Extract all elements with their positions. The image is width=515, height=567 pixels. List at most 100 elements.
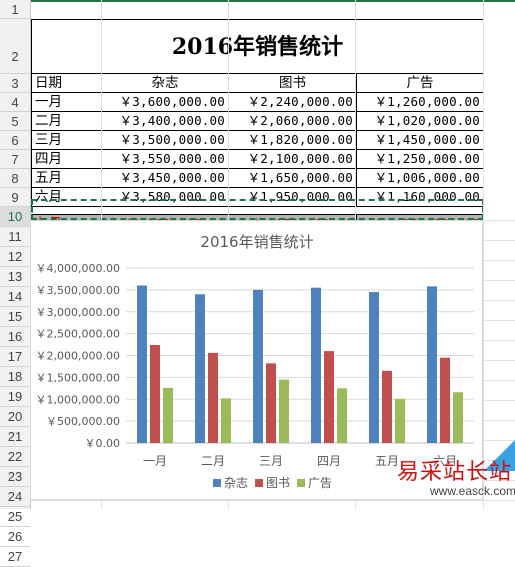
watermark-corner-shape	[484, 440, 515, 471]
table-cell-magazine[interactable]: ￥3,500,000.00	[101, 130, 229, 150]
row-number-21[interactable]: 21	[0, 427, 30, 447]
y-tick-label: ￥2,500,000.00	[36, 328, 120, 341]
top-selection-bar	[30, 0, 515, 2]
table-cell-ads[interactable]: ￥1,160,000.00	[356, 187, 484, 207]
x-tick-label: 三月	[259, 454, 283, 468]
bar-广告	[279, 379, 289, 443]
table-cell-magazine[interactable]: ￥3,550,000.00	[101, 149, 229, 169]
legend-swatch-图书	[255, 479, 263, 487]
row-number-10[interactable]: 10	[0, 207, 30, 227]
x-tick-label: 四月	[317, 454, 341, 468]
table-cell-date[interactable]: 二月	[31, 111, 102, 131]
row-number-19[interactable]: 19	[0, 387, 30, 407]
grid-column-line	[483, 0, 484, 509]
chart-canvas: 2016年销售统计 ￥0.00 ￥500,000.00 ￥1,000,000.00 ￥1…	[36, 233, 474, 490]
row-number-17[interactable]: 17	[0, 347, 30, 367]
row-number-13[interactable]: 13	[0, 267, 30, 287]
bar-杂志	[427, 286, 437, 443]
x-tick-label: 五月	[375, 454, 399, 468]
bar-杂志	[195, 294, 205, 443]
table-cell-date[interactable]: 一月	[31, 92, 102, 112]
bar-图书	[266, 363, 276, 443]
table-cell-ads[interactable]: ￥1,006,000.00	[356, 168, 484, 188]
row-number-4[interactable]: 4	[0, 93, 30, 112]
row-number-9[interactable]: 9	[0, 188, 30, 207]
row-number-6[interactable]: 6	[0, 131, 30, 150]
row-number-23[interactable]: 23	[0, 467, 30, 487]
bar-图书	[324, 351, 334, 443]
table-cell-date[interactable]: 四月	[31, 149, 102, 169]
table-cell-magazine[interactable]: ￥3,580,000.00	[101, 187, 229, 207]
bar-图书	[382, 370, 392, 443]
header-cell-ads[interactable]: 广告	[356, 73, 484, 93]
y-tick-label: ￥500,000.00	[46, 415, 120, 428]
bar-图书	[208, 352, 218, 443]
row-number-16[interactable]: 16	[0, 327, 30, 347]
bar-图书	[150, 345, 160, 443]
watermark-text: 易采站长站	[397, 460, 513, 485]
row-number-27[interactable]: 27	[0, 547, 30, 567]
x-tick-label: 二月	[201, 454, 225, 468]
table-cell-book[interactable]: ￥1,650,000.00	[228, 168, 357, 188]
table-cell-date[interactable]: 六月	[31, 187, 102, 207]
y-tick-label: ￥4,000,000.00	[36, 262, 120, 275]
table-cell-book[interactable]: ￥1,950,000.00	[228, 187, 357, 207]
header-cell-magazine[interactable]: 杂志	[101, 73, 229, 93]
y-tick-label: ￥1,500,000.00	[36, 371, 120, 384]
row-number-8[interactable]: 8	[0, 169, 30, 188]
row-number-11[interactable]: 11	[0, 227, 30, 247]
chart-title: 2016年销售统计	[200, 233, 313, 251]
table-cell-book[interactable]: ￥1,820,000.00	[228, 130, 357, 150]
row-number-3[interactable]: 3	[0, 74, 30, 93]
legend-swatch-广告	[297, 479, 305, 487]
table-cell-date[interactable]: 五月	[31, 168, 102, 188]
row-number-22[interactable]: 22	[0, 447, 30, 467]
y-tick-label: ￥1,000,000.00	[36, 393, 120, 406]
header-cell-date[interactable]: 日期	[31, 73, 102, 93]
table-cell-magazine[interactable]: ￥3,600,000.00	[101, 92, 229, 112]
table-cell-book[interactable]: ￥2,060,000.00	[228, 111, 357, 131]
bar-广告	[163, 387, 173, 443]
sales-chart[interactable]: 2016年销售统计 ￥0.00 ￥500,000.00 ￥1,000,000.00 ￥1…	[30, 220, 483, 500]
sheet-title-cell[interactable]: 2016年销售统计	[31, 19, 484, 74]
row-number-2[interactable]: 2	[0, 19, 30, 74]
row-number-7[interactable]: 7	[0, 150, 30, 169]
row-number-15[interactable]: 15	[0, 307, 30, 327]
table-cell-ads[interactable]: ￥1,450,000.00	[356, 130, 484, 150]
row-number-12[interactable]: 12	[0, 247, 30, 267]
table-cell-ads[interactable]: ￥1,260,000.00	[356, 92, 484, 112]
watermark-url: www.easck.com	[430, 484, 515, 498]
table-cell-ads[interactable]: ￥1,250,000.00	[356, 149, 484, 169]
table-cell-date[interactable]: 三月	[31, 130, 102, 150]
row-number-5[interactable]: 5	[0, 112, 30, 131]
bar-广告	[453, 392, 463, 443]
row-number-14[interactable]: 14	[0, 287, 30, 307]
x-tick-label: 六月	[433, 454, 457, 468]
bar-杂志	[253, 289, 263, 443]
table-cell-ads[interactable]: ￥1,020,000.00	[356, 111, 484, 131]
legend-swatch-杂志	[213, 479, 221, 487]
table-cell-magazine[interactable]: ￥3,450,000.00	[101, 168, 229, 188]
row-header-column: 1 2 3 4 5 6 7 8 9 10 11 12 13 14 15 16 17 18 19 20 21 22 23 24 2…	[0, 0, 31, 567]
table-cell-magazine[interactable]: ￥3,400,000.00	[101, 111, 229, 131]
bar-广告	[221, 398, 231, 443]
legend-label: 杂志	[224, 476, 248, 490]
grid-line	[31, 500, 515, 501]
row-number-25[interactable]: 25	[0, 507, 30, 527]
table-cell-book[interactable]: ￥2,240,000.00	[228, 92, 357, 112]
table-cell-book[interactable]: ￥2,100,000.00	[228, 149, 357, 169]
row-number-20[interactable]: 20	[0, 407, 30, 427]
bar-图书	[440, 357, 450, 443]
x-tick-label: 一月	[143, 454, 167, 468]
row-number-18[interactable]: 18	[0, 367, 30, 387]
legend-label: 图书	[266, 476, 290, 490]
row-number-1[interactable]: 1	[0, 0, 30, 19]
y-tick-label: ￥0.00	[85, 437, 121, 450]
bar-杂志	[311, 287, 321, 443]
row-number-24[interactable]: 24	[0, 487, 30, 507]
row-number-26[interactable]: 26	[0, 527, 30, 547]
y-tick-label: ￥3,000,000.00	[36, 306, 120, 319]
header-cell-book[interactable]: 图书	[228, 73, 357, 93]
bar-杂志	[137, 285, 147, 443]
bar-广告	[395, 398, 405, 443]
